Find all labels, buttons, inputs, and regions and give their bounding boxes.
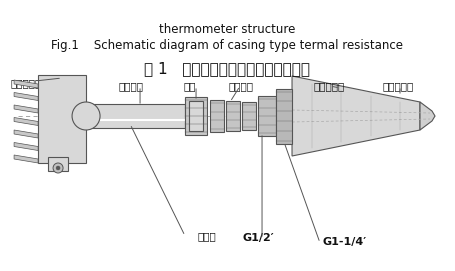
Bar	[210, 100, 224, 132]
Polygon shape	[14, 105, 38, 113]
Text: 上保护管: 上保护管	[118, 81, 143, 91]
Bar	[258, 96, 276, 136]
Text: 压接式: 压接式	[197, 231, 216, 241]
Bar	[48, 157, 68, 171]
Text: 不锈鉢接线盒: 不锈鉢接线盒	[10, 78, 48, 88]
Text: 活接: 活接	[183, 81, 196, 91]
Polygon shape	[14, 118, 38, 125]
Text: G1-1/4′: G1-1/4′	[322, 237, 366, 247]
Polygon shape	[14, 143, 38, 150]
Polygon shape	[14, 155, 38, 163]
Bar	[276, 89, 292, 144]
Text: thermometer structure: thermometer structure	[159, 23, 295, 36]
Polygon shape	[14, 80, 38, 88]
Polygon shape	[292, 76, 420, 156]
Polygon shape	[420, 102, 435, 130]
Polygon shape	[14, 130, 38, 138]
Bar	[86, 104, 185, 128]
Text: 温度计套管: 温度计套管	[313, 81, 344, 91]
Bar	[38, 75, 86, 163]
Text: 温度传感器: 温度传感器	[382, 81, 413, 91]
Bar	[242, 102, 256, 130]
Text: Fig.1    Schematic diagram of casing type termal resistance: Fig.1 Schematic diagram of casing type t…	[51, 39, 403, 52]
Text: 图 1   套管式热电阻温度计结构示意图: 图 1 套管式热电阻温度计结构示意图	[144, 61, 310, 76]
Bar	[189, 101, 203, 131]
Circle shape	[53, 163, 63, 173]
Circle shape	[72, 102, 100, 130]
Text: 连接螺丝: 连接螺丝	[228, 81, 253, 91]
Polygon shape	[14, 92, 38, 101]
Circle shape	[56, 166, 60, 170]
Text: G1/2′: G1/2′	[242, 233, 274, 243]
Bar	[185, 97, 207, 135]
Bar	[226, 101, 240, 131]
